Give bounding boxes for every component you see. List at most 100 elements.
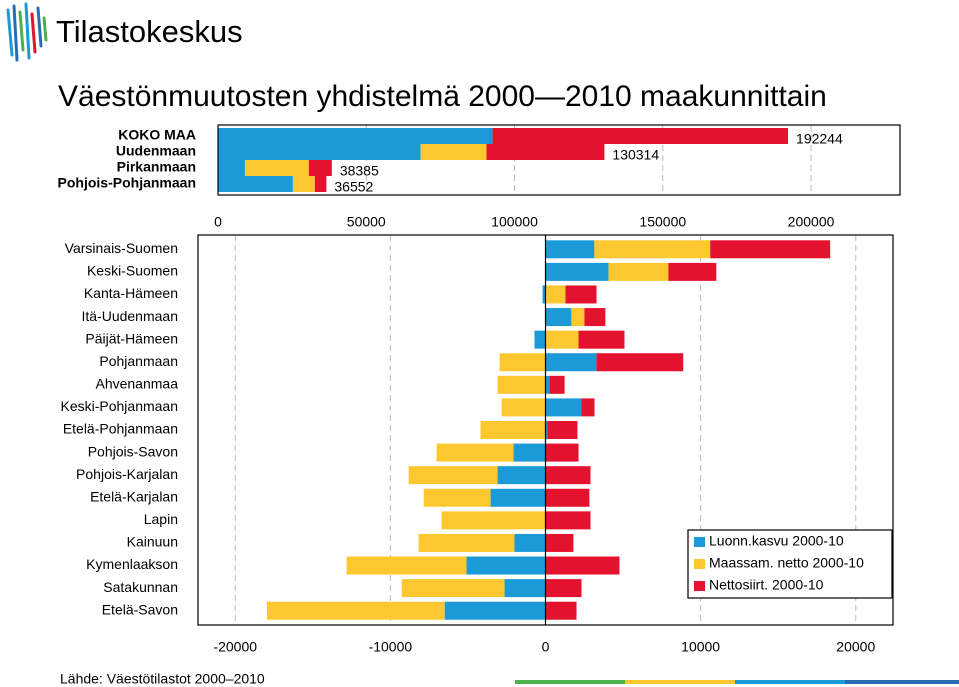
bar-segment xyxy=(545,511,591,530)
bar-segment xyxy=(218,144,421,160)
bar-segment xyxy=(466,556,546,575)
bar-segment xyxy=(501,398,546,417)
bar-segment xyxy=(578,330,625,349)
bar-segment xyxy=(408,466,498,485)
bar-segment xyxy=(545,488,590,507)
bar-segment xyxy=(545,556,620,575)
x-tick-label: 10000 xyxy=(681,639,720,655)
bar-segment xyxy=(314,176,327,192)
category-label: Etelä-Savon xyxy=(102,601,178,617)
logo-icon xyxy=(6,2,48,62)
bar-segment xyxy=(441,511,546,530)
bar-segment xyxy=(514,533,546,552)
category-label: Varsinais-Suomen xyxy=(65,240,178,256)
bar-segment xyxy=(545,466,591,485)
bar-segment xyxy=(244,160,309,176)
bar-segment xyxy=(545,443,579,462)
bar-segment xyxy=(549,375,565,394)
x-tick-label: 0 xyxy=(214,214,222,230)
category-label: Etelä-Karjalan xyxy=(90,488,178,504)
total-label: 130314 xyxy=(612,147,659,163)
bar-segment xyxy=(581,398,595,417)
bar-segment xyxy=(545,421,548,439)
bar-segment xyxy=(545,285,566,304)
bar-segment xyxy=(594,240,711,259)
category-label: Kanta-Hämeen xyxy=(84,285,178,301)
bar-segment xyxy=(545,375,550,394)
bar-segment xyxy=(710,240,831,259)
category-label: Pirkanmaan xyxy=(117,159,196,175)
bar-segment xyxy=(571,308,585,327)
category-label: Lapin xyxy=(144,511,178,527)
category-label: Pohjois-Pohjanmaan xyxy=(58,175,196,191)
bar-segment xyxy=(480,421,546,439)
category-label: Pohjanmaan xyxy=(99,353,178,369)
bar-segment xyxy=(545,533,574,552)
plot-frame xyxy=(197,234,894,626)
total-label: 192244 xyxy=(796,131,843,147)
category-label: Keski-Pohjanmaan xyxy=(60,398,178,414)
bar-segment xyxy=(545,398,582,417)
source: Lähde: Väestötilastot 2000–2010 xyxy=(60,671,265,687)
bar-segment xyxy=(545,330,579,349)
total-label: 36552 xyxy=(334,179,373,195)
category-label: KOKO MAA xyxy=(118,127,196,143)
category-label: Uudenmaan xyxy=(116,143,196,159)
bar-segment xyxy=(444,601,546,620)
legend-swatch xyxy=(694,581,705,591)
bar-segment xyxy=(547,421,578,439)
bar-segment xyxy=(418,533,515,552)
bar-segment xyxy=(545,308,572,327)
legend-swatch xyxy=(694,559,705,569)
x-tick-label: 50000 xyxy=(347,214,386,230)
category-label: Pohjois-Karjalan xyxy=(76,466,178,482)
bar-segment xyxy=(490,488,546,507)
legend-label: Maassam. netto 2000-10 xyxy=(709,555,864,571)
category-label: Etelä-Pohjanmaan xyxy=(63,421,178,437)
legend-box xyxy=(687,529,893,599)
x-tick-label: -10000 xyxy=(369,639,413,655)
category-label: Pohjois-Savon xyxy=(88,443,178,459)
total-label: 38385 xyxy=(340,163,379,179)
bar-segment xyxy=(545,240,595,259)
bar-segment xyxy=(346,556,467,575)
x-tick-label: 200000 xyxy=(788,214,835,230)
legend-swatch xyxy=(694,537,705,547)
bar-segment xyxy=(504,579,546,598)
bar-segment xyxy=(423,488,491,507)
plot-frame xyxy=(217,124,901,196)
category-label: Ahvenanmaa xyxy=(95,376,178,392)
bar-segment xyxy=(292,176,315,192)
category-label: Päijät-Hämeen xyxy=(85,330,178,346)
bar-segment xyxy=(486,144,605,160)
bar-segment xyxy=(401,579,505,598)
bar-segment xyxy=(308,160,332,176)
bar-segment xyxy=(497,466,546,485)
bar-segment xyxy=(534,330,546,349)
bar-segment xyxy=(545,353,597,372)
bar-segment xyxy=(436,443,514,462)
x-tick-label: -20000 xyxy=(213,639,257,655)
legend-label: Nettosiirt. 2000-10 xyxy=(709,577,824,593)
bar-segment xyxy=(218,176,293,192)
category-label: Kymenlaakson xyxy=(86,556,178,572)
bar-segment xyxy=(497,375,546,394)
bar-segment xyxy=(584,308,606,327)
bar-segment xyxy=(545,579,582,598)
bar-segment xyxy=(499,353,546,372)
category-label: Satakunnan xyxy=(103,579,178,595)
bar-segment xyxy=(565,285,597,304)
bar-segment xyxy=(608,262,669,281)
bar-segment xyxy=(218,160,245,176)
bar-segment xyxy=(545,601,577,620)
bar-segment xyxy=(218,128,493,144)
bar-segment xyxy=(545,262,609,281)
bar-segment xyxy=(266,601,445,620)
category-label: Keski-Suomen xyxy=(87,263,178,279)
legend-label: Luonn.kasvu 2000-10 xyxy=(709,533,844,549)
bar-segment xyxy=(492,128,789,144)
bar-segment xyxy=(513,443,546,462)
chart-title: Väestönmuutosten yhdistelmä 2000—2010 ma… xyxy=(58,80,827,113)
logo-text: Tilastokeskus xyxy=(56,14,243,49)
